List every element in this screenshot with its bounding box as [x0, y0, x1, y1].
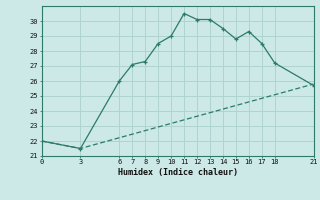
X-axis label: Humidex (Indice chaleur): Humidex (Indice chaleur): [118, 168, 237, 177]
